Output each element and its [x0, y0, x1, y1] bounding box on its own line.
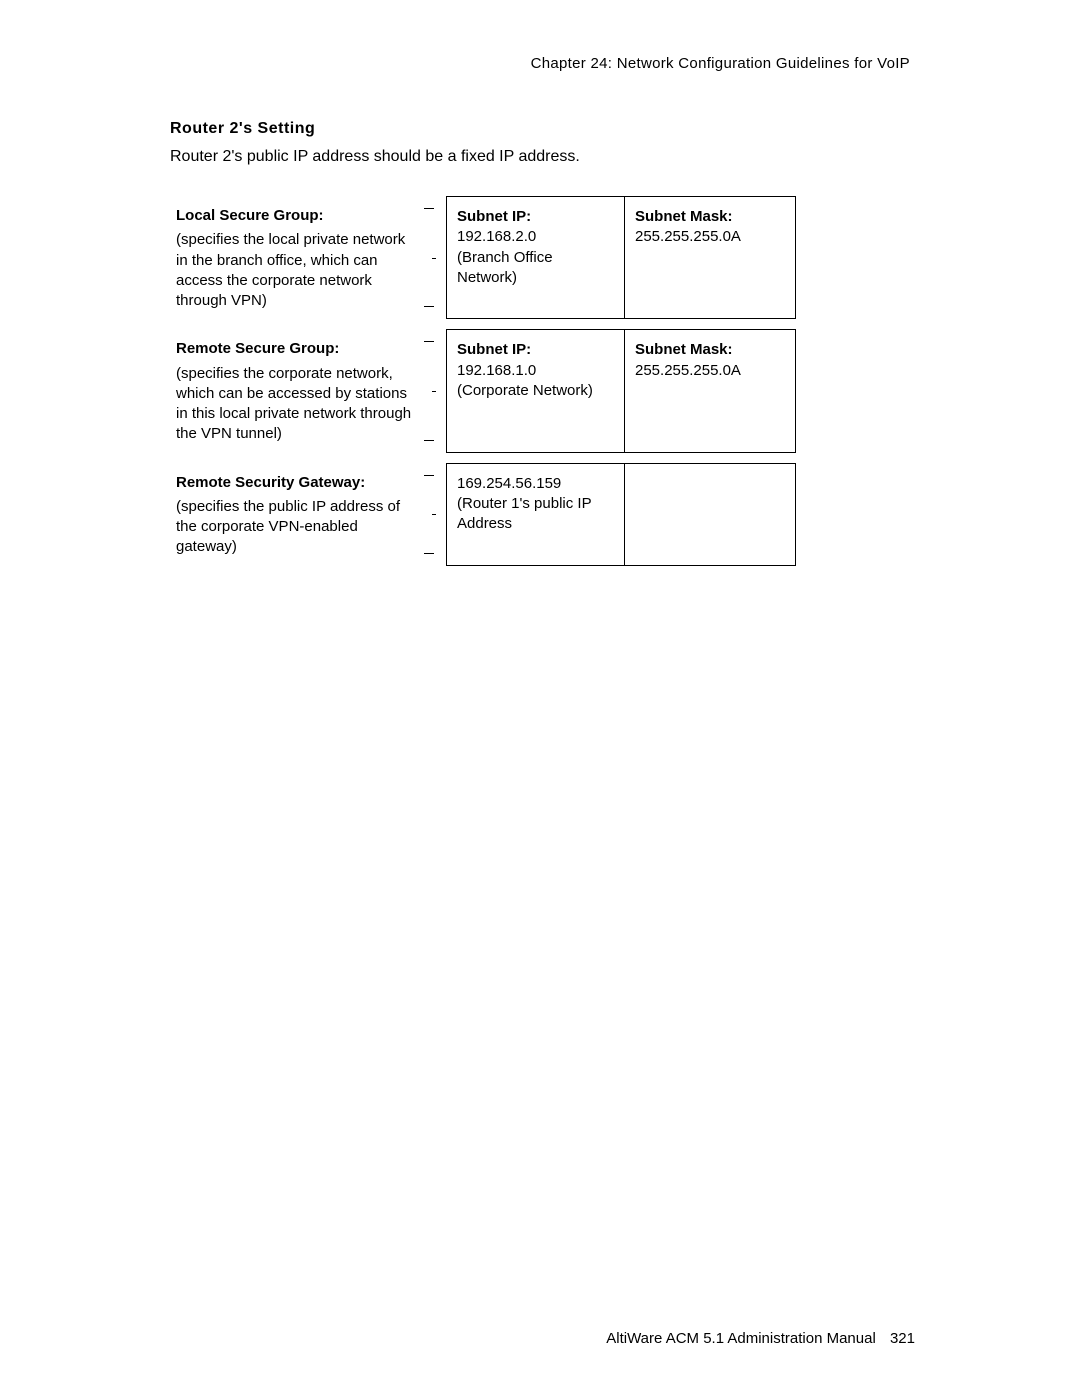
footer-manual: AltiWare ACM 5.1 Administration Manual — [606, 1330, 876, 1347]
bracket-icon — [420, 329, 434, 452]
row-mid: 169.254.56.159 (Router 1's public IP Add… — [446, 463, 624, 566]
row-mid-value: 192.168.1.0 — [457, 362, 536, 379]
bracket-icon — [420, 196, 434, 319]
row-right-label: Subnet Mask: — [635, 340, 785, 360]
row-mid-value: 169.254.56.159 — [457, 475, 561, 492]
row-right-value: 255.255.255.0A — [635, 228, 741, 245]
config-row-remote-gateway: Remote Security Gateway: (specifies the … — [170, 463, 920, 566]
row-mid-note: (Corporate Network) — [457, 382, 593, 399]
row-left: Local Secure Group: (specifies the local… — [170, 196, 420, 319]
row-mid-label: Subnet IP: — [457, 207, 614, 227]
chapter-header: Chapter 24: Network Configuration Guidel… — [170, 55, 920, 72]
row-mid-note: (Router 1's public IP Address — [457, 495, 591, 532]
row-right-value: 255.255.255.0A — [635, 362, 741, 379]
section-subtitle: Router 2's public IP address should be a… — [170, 148, 920, 166]
row-right: Subnet Mask: 255.255.255.0A — [624, 329, 796, 452]
config-row-remote-secure: Remote Secure Group: (specifies the corp… — [170, 329, 920, 452]
row-mid-label: Subnet IP: — [457, 340, 614, 360]
bracket-icon — [420, 463, 434, 566]
footer-page-number: 321 — [890, 1330, 915, 1347]
row-right — [624, 463, 796, 566]
row-right: Subnet Mask: 255.255.255.0A — [624, 196, 796, 319]
page-footer: AltiWare ACM 5.1 Administration Manual 3… — [606, 1330, 915, 1347]
row-left-label: Remote Security Gateway: — [176, 473, 414, 493]
row-mid: Subnet IP: 192.168.2.0 (Branch Office Ne… — [446, 196, 624, 319]
section-title: Router 2's Setting — [170, 120, 920, 138]
row-left-desc: (specifies the public IP address of the … — [176, 498, 400, 556]
row-left-desc: (specifies the local private network in … — [176, 231, 405, 309]
row-mid-value: 192.168.2.0 — [457, 228, 536, 245]
row-left-label: Local Secure Group: — [176, 206, 414, 226]
config-row-local-secure: Local Secure Group: (specifies the local… — [170, 196, 920, 319]
row-left-desc: (specifies the corporate network, which … — [176, 365, 411, 443]
row-right-label: Subnet Mask: — [635, 207, 785, 227]
row-mid-note: (Branch Office Network) — [457, 249, 553, 286]
row-left: Remote Security Gateway: (specifies the … — [170, 463, 420, 566]
row-left-label: Remote Secure Group: — [176, 339, 414, 359]
row-mid: Subnet IP: 192.168.1.0 (Corporate Networ… — [446, 329, 624, 452]
row-left: Remote Secure Group: (specifies the corp… — [170, 329, 420, 452]
